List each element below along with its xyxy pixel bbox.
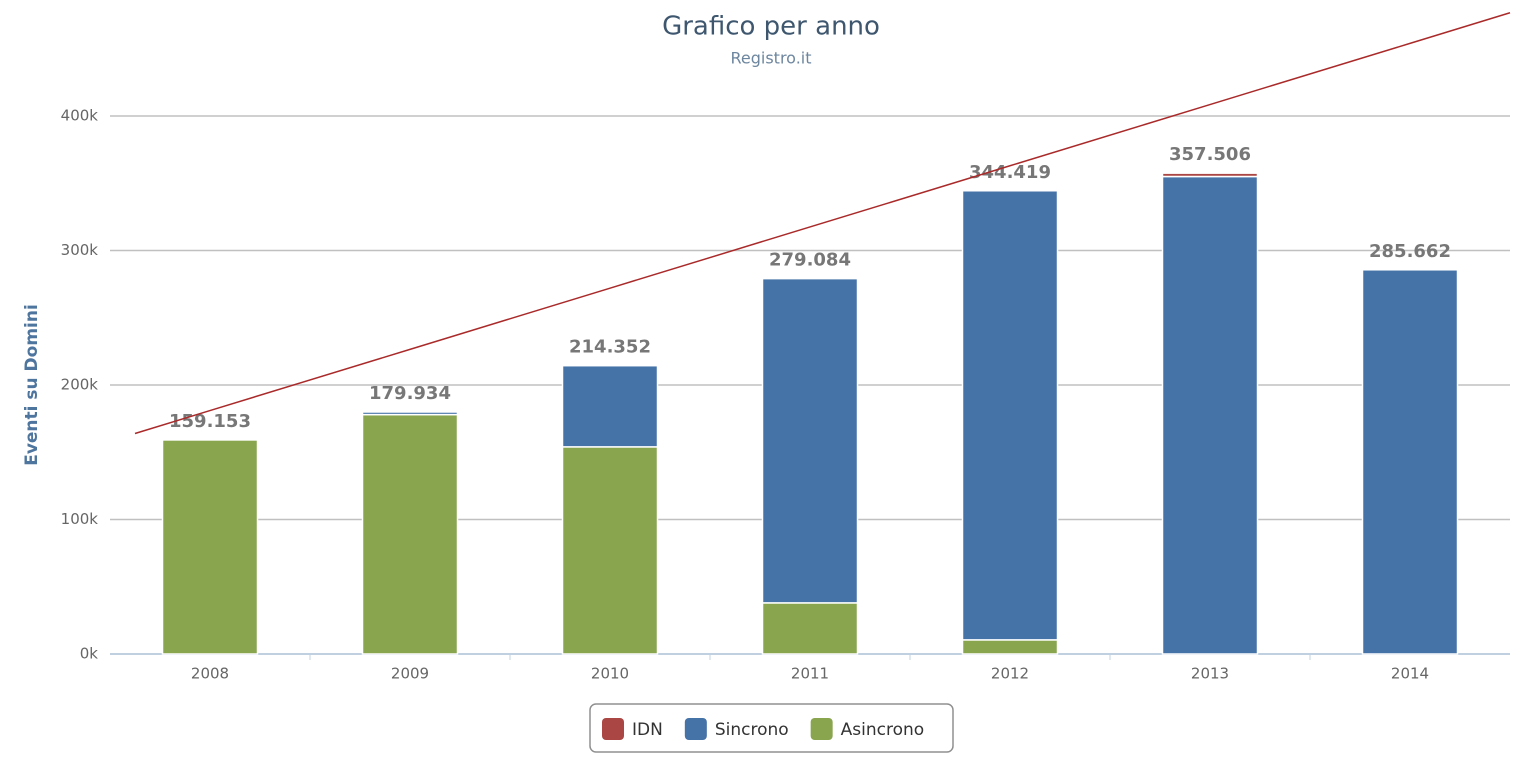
trend-line (134, 12, 1511, 435)
x-tick-label: 2013 (1191, 665, 1229, 683)
bar-segment (361, 413, 459, 655)
y-tick-label: 100k (61, 510, 99, 528)
y-tick-label: 400k (61, 107, 99, 125)
bar-segment (1361, 269, 1459, 655)
bar-segment (961, 190, 1059, 641)
total-label: 159.153 (169, 411, 251, 432)
total-label: 179.934 (369, 383, 451, 404)
bar-segment (961, 639, 1059, 655)
y-tick-label: 300k (61, 241, 99, 259)
chart-subtitle: Registro.it (731, 49, 812, 68)
bar-segment (761, 602, 859, 655)
chart-title: Grafico per anno (662, 12, 880, 42)
y-tick-label: 200k (61, 376, 99, 394)
total-label: 357.506 (1169, 144, 1251, 165)
y-axis-label: Eventi su Domini (22, 304, 42, 466)
x-tick-label: 2014 (1391, 665, 1429, 683)
y-tick-label: 0k (80, 645, 99, 663)
bar-segment (761, 277, 859, 604)
legend-swatch (810, 718, 833, 740)
bar-segment (1161, 172, 1259, 178)
x-tick-label: 2011 (791, 665, 829, 683)
legend-swatch (684, 718, 707, 740)
bar-segment (561, 446, 659, 655)
x-tick-label: 2010 (591, 665, 629, 683)
legend-label: Asincrono (841, 720, 925, 740)
legend-label: IDN (632, 720, 663, 740)
total-label: 344.419 (969, 162, 1051, 183)
total-label: 285.662 (1369, 241, 1451, 262)
bar-segment (361, 411, 459, 416)
x-tick-label: 2009 (391, 665, 429, 683)
legend-label: Sincrono (715, 720, 789, 740)
x-tick-label: 2012 (991, 665, 1029, 683)
legend-box (589, 703, 954, 753)
bar-segment (1161, 175, 1259, 655)
total-label: 279.084 (769, 250, 851, 271)
total-label: 214.352 (569, 337, 651, 358)
bar-segment (161, 439, 259, 655)
x-tick-label: 2008 (191, 665, 229, 683)
bar-segment (561, 364, 659, 448)
legend-swatch (602, 718, 624, 740)
